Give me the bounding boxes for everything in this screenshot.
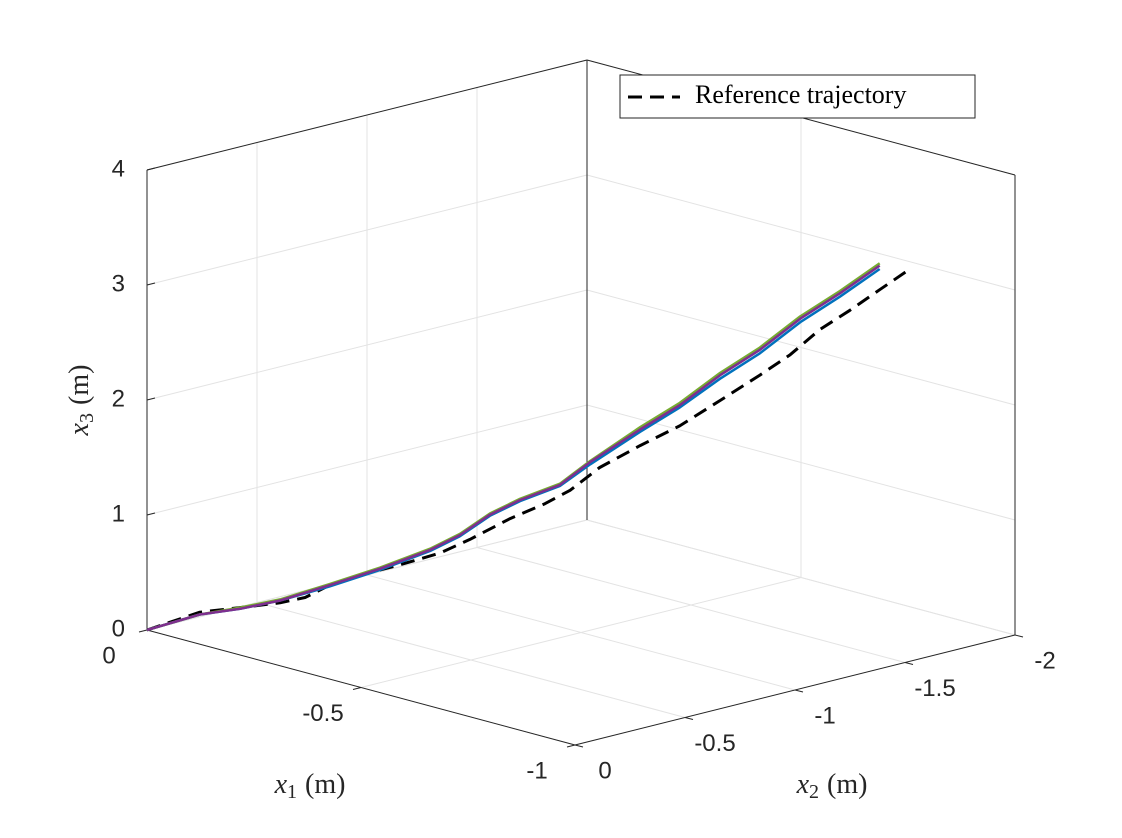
- plot-area: [146, 262, 909, 632]
- ylabel-axis-label: x2 (m): [796, 769, 868, 802]
- tick-mark: [138, 629, 148, 633]
- axis-unit: (m): [64, 365, 95, 405]
- tick-mark: [146, 167, 156, 171]
- grid-line: [146, 289, 588, 401]
- axis-unit: (m): [305, 769, 345, 800]
- grid-line: [146, 174, 588, 286]
- tick-mark: [684, 717, 694, 720]
- legend-box: [619, 74, 976, 119]
- z-tick-label: 2: [112, 385, 125, 412]
- zlabel-axis-label: x3 (m): [64, 365, 97, 437]
- tick-mark: [146, 512, 156, 516]
- grid-line: [586, 174, 1016, 291]
- tick-mark: [574, 744, 584, 748]
- grid-line: [586, 404, 1016, 521]
- grid-line: [586, 289, 1016, 406]
- axes-box: [138, 59, 1024, 748]
- xlabel-axis-label: x1 (m): [274, 769, 346, 802]
- legend-label: Reference trajectory: [695, 80, 906, 109]
- grid-line: [366, 574, 796, 691]
- axis-symbol: x: [274, 769, 288, 800]
- grid-line: [256, 602, 686, 718]
- trajectory-line: [146, 264, 881, 632]
- grid-line: [586, 519, 1016, 636]
- y-tick-label: -1: [814, 702, 835, 729]
- y-tick-label: -2: [1034, 647, 1055, 674]
- axis-symbol: x: [796, 769, 810, 800]
- grid-line: [146, 404, 588, 516]
- z-tick-label: 4: [112, 155, 125, 182]
- tick-mark: [904, 662, 914, 665]
- x-tick-label: 0: [102, 642, 115, 669]
- tick-mark: [146, 282, 156, 286]
- axis-symbol: x: [64, 422, 95, 436]
- tick-mark: [566, 744, 576, 748]
- axis-subscript: 1: [287, 781, 297, 803]
- y-tick-label: -0.5: [694, 730, 735, 757]
- axis-subscript: 2: [809, 781, 819, 803]
- axis-unit: (m): [827, 769, 867, 800]
- legend: Reference trajectory: [619, 74, 976, 119]
- z-tick-label: 3: [112, 270, 125, 297]
- x-tick-label: -1: [526, 757, 547, 784]
- x-tick-label: -0.5: [302, 700, 343, 727]
- reference-line: [146, 269, 909, 632]
- tick-mark: [794, 689, 804, 693]
- tick-mark: [146, 397, 156, 401]
- z-tick-label: 1: [112, 500, 125, 527]
- z-tick-label: 0: [112, 615, 125, 642]
- grid: [146, 59, 1016, 746]
- y-tick-label: -1.5: [914, 675, 955, 702]
- tick-mark: [352, 687, 362, 690]
- axis-line: [146, 59, 588, 171]
- tick-mark: [1014, 634, 1024, 638]
- grid-line: [476, 547, 906, 663]
- y-tick-label: 0: [598, 757, 611, 784]
- axis-subscript: 3: [76, 413, 98, 423]
